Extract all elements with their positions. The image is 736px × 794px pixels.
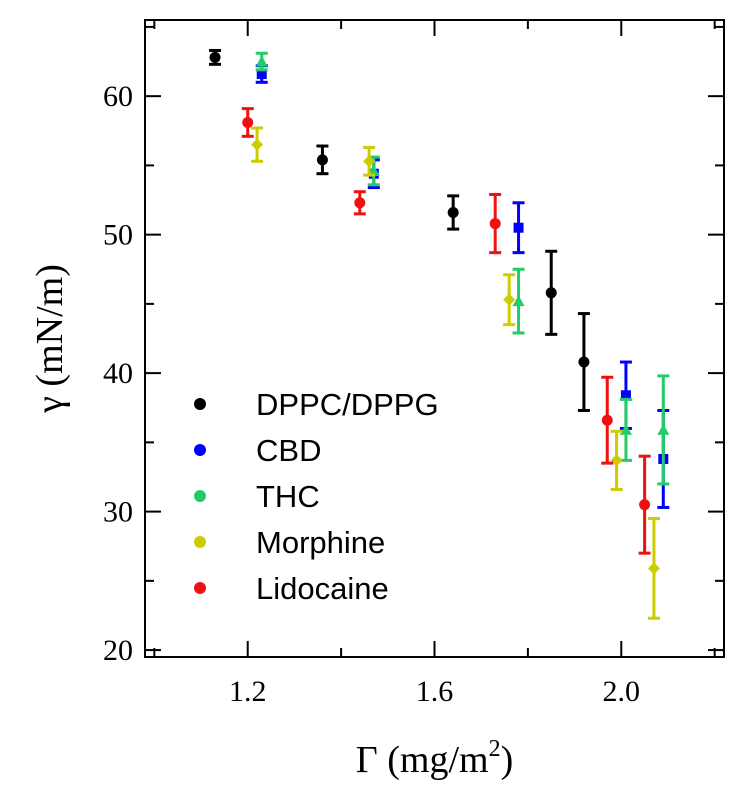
series-morphine [251,126,660,620]
x-tick-label: 1.6 [416,675,454,708]
data-point [256,69,267,80]
legend-label: Morphine [256,525,385,560]
series-dppc-dppg [209,48,590,413]
x-axis-title-close: ) [501,739,514,781]
data-point [363,155,376,168]
x-axis-title-sup: 2 [489,736,501,762]
legend-label: THC [256,479,320,514]
data-point [639,499,651,511]
data-point [242,116,254,128]
legend-marker [194,582,206,594]
data-point [620,390,631,401]
y-axis-title: γ (mN/m) [29,264,71,414]
legend-marker [194,490,206,502]
data-point [251,138,264,151]
legend-label: Lidocaine [256,571,389,606]
data-point [578,356,590,368]
legend: DPPC/DPPG CBD THC Morphine Lidocaine [194,387,439,606]
data-point [647,562,660,575]
data-point [503,293,516,306]
y-tick-label: 20 [103,634,133,667]
y-tick-label: 50 [103,219,133,252]
x-tick-label: 1.2 [229,675,267,708]
data-points [209,48,670,620]
y-tick-label: 40 [103,357,133,390]
x-tick-label: 2.0 [603,675,641,708]
data-point [513,222,524,233]
data-point [255,55,268,67]
x-axis-title: Γ (mg/m2) [356,736,513,781]
data-point [512,295,525,307]
legend-marker [194,444,206,456]
legend-marker [194,398,206,410]
legend-label: CBD [256,433,321,468]
legend-label: DPPC/DPPG [256,387,439,422]
data-point [354,197,366,209]
data-point [447,206,459,218]
x-axis-title-main: Γ (mg/m [356,739,489,781]
y-tick-label: 60 [103,80,133,113]
data-point [619,423,632,435]
data-point [209,51,221,63]
data-point [610,454,623,467]
legend-marker [194,536,206,548]
data-point [489,218,501,230]
data-point [657,423,670,435]
data-point [601,414,613,426]
axis-ticks [145,20,724,657]
data-point [545,287,557,299]
data-point [316,154,328,166]
series-lidocaine [241,107,651,555]
data-point [367,164,380,176]
y-tick-label: 30 [103,496,133,529]
plot-frame [144,19,725,658]
tick-labels: 1.2 1.6 2.0 20 30 40 50 60 [103,80,640,708]
